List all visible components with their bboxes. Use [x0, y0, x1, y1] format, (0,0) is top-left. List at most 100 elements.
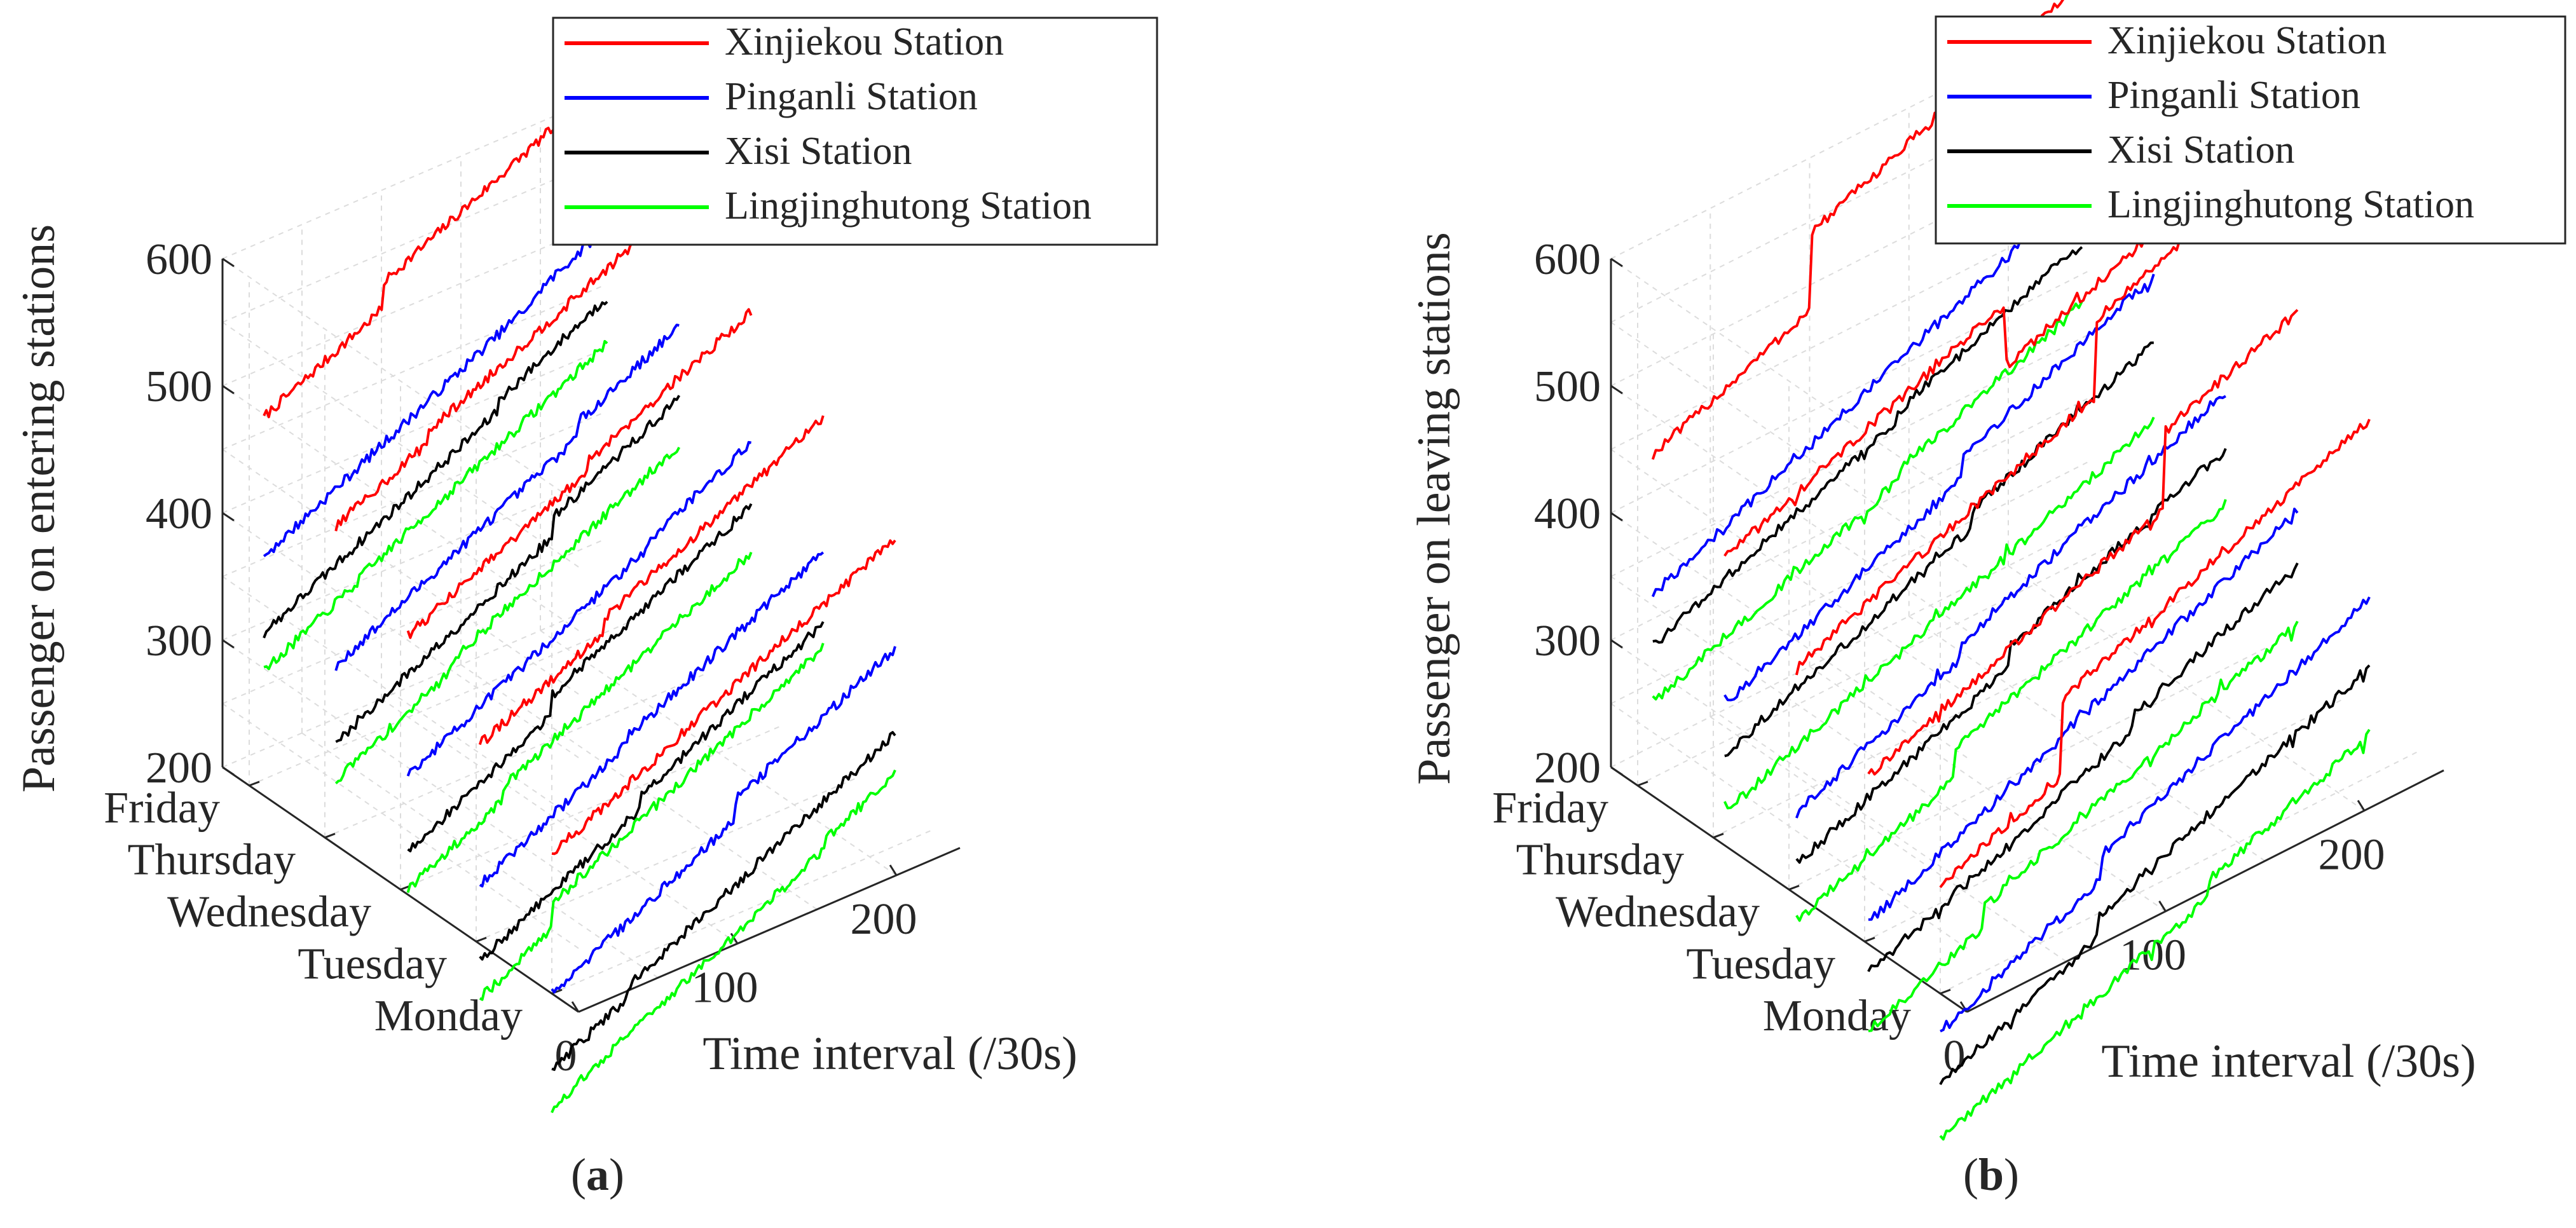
series-line-xisi [1939, 664, 2371, 1086]
series-line-xisi [479, 621, 825, 961]
series-line-xisi [551, 731, 896, 1071]
series-line-xinjiekou [406, 308, 753, 639]
grid-line [381, 698, 738, 945]
z-axis-title: Passenger on entering stations [13, 224, 65, 793]
series-line-xinjiekou [1867, 309, 2299, 776]
z-tick-label: 400 [1534, 489, 1601, 538]
z-tick-label: 300 [1534, 617, 1601, 665]
day-tick [324, 833, 336, 839]
series-line-lingjinghutong [1652, 301, 2083, 701]
grid-line [222, 158, 605, 323]
series-line-xisi [335, 395, 681, 743]
z-tick [1610, 512, 1623, 522]
legend-label: Xinjiekou Station [2107, 19, 2387, 62]
z-tick-label: 600 [1534, 235, 1601, 284]
series-line-lingjinghutong [1795, 499, 2227, 922]
day-tick [476, 936, 487, 943]
z-tick-label: 200 [146, 744, 212, 793]
day-tick [1940, 988, 1951, 995]
series-line-pinganli [406, 440, 751, 777]
z-tick [1610, 257, 1623, 268]
day-tick [1788, 885, 1800, 890]
series-line-pinganli [479, 551, 825, 888]
x-axis-title: Time interval (/30s) [2101, 1035, 2476, 1088]
z-tick [1610, 639, 1623, 649]
z-tick-label: 500 [1534, 362, 1601, 411]
grid-line [1610, 525, 2088, 768]
x-tick-label: 0 [1943, 1032, 1966, 1081]
grid-line [1610, 639, 1968, 885]
x-tick [730, 932, 739, 945]
day-tick [1864, 936, 1875, 943]
legend-label: Pinganli Station [2107, 74, 2360, 117]
day-tick-label: Wednesday [1556, 888, 1760, 937]
x-tick-label: 100 [692, 964, 758, 1013]
grid-line [222, 94, 605, 259]
day-tick-label: Monday [374, 992, 523, 1040]
series-line-xinjiekou [478, 415, 825, 746]
z-tick [222, 512, 235, 522]
grid-line [460, 664, 818, 910]
x-tick [889, 864, 898, 876]
grid-line [222, 703, 579, 949]
grid-line [1610, 17, 2088, 259]
grid-line [301, 732, 659, 979]
series-line-pinganli [334, 324, 680, 671]
grid-line [1610, 144, 2088, 386]
series-line-pinganli [1651, 188, 2083, 597]
series-line-pinganli [1868, 507, 2299, 921]
series-line-pinganli [263, 228, 608, 557]
z-tick-label: 200 [1534, 744, 1601, 793]
z-tick-label: 600 [146, 235, 212, 284]
day-tick-label: Tuesday [1686, 939, 1835, 988]
series-line-xinjiekou [263, 78, 608, 419]
day-tick-label: Thursday [1516, 836, 1684, 885]
legend-label: Xinjiekou Station [725, 20, 1004, 64]
z-tick [1610, 766, 1623, 776]
grid-line [222, 285, 605, 450]
grid-line [1610, 703, 1968, 949]
series-line-lingjinghutong [263, 339, 608, 671]
series-line-xisi [407, 503, 753, 852]
x-tick [571, 1001, 580, 1013]
day-tick-label: Thursday [128, 836, 296, 885]
grid-line [1610, 334, 2088, 577]
day-tick-label: Tuesday [298, 939, 447, 988]
panel-b-caption: (b) [1963, 1149, 2019, 1200]
z-tick [222, 257, 235, 268]
grid-line [1610, 576, 1968, 822]
grid-line [222, 322, 579, 568]
grid-line [222, 258, 579, 504]
z-tick [222, 639, 235, 649]
grid-line [1809, 665, 2167, 912]
series-line-xinjiekou [551, 539, 896, 856]
series-line-pinganli [1940, 596, 2371, 1033]
z-tick-label: 300 [146, 617, 212, 665]
x-tick [2158, 900, 2167, 912]
panel-a: 2003004005006000100200FridayThursdayWedn… [13, 17, 1158, 1114]
x-tick [2357, 800, 2366, 812]
grid-line [1610, 385, 1968, 631]
grid-line [222, 348, 605, 514]
z-tick-label: 500 [146, 362, 212, 411]
grid-line [1610, 449, 1968, 695]
grid-line [222, 475, 605, 641]
series-line-pinganli [1795, 395, 2226, 819]
day-tick [249, 781, 260, 787]
grid-line [2008, 565, 2365, 812]
grid-line [1610, 80, 2088, 323]
day-tick [1637, 781, 1648, 787]
grid-line [222, 512, 579, 758]
grid-line [1610, 207, 2088, 450]
x-axis-line [1966, 769, 2444, 1013]
panel-b: 2003004005006000100200FridayThursdayWedn… [1408, 0, 2566, 1141]
grid-line [1610, 398, 2088, 641]
legend-label: Xisi Station [2107, 128, 2295, 172]
z-tick [1610, 385, 1623, 395]
day-tick-label: Friday [1492, 784, 1608, 833]
grid-line [222, 539, 605, 704]
series-line-pinganli [1723, 273, 2155, 702]
series-line-xisi [1867, 563, 2299, 972]
x-tick-label: 200 [851, 895, 917, 944]
